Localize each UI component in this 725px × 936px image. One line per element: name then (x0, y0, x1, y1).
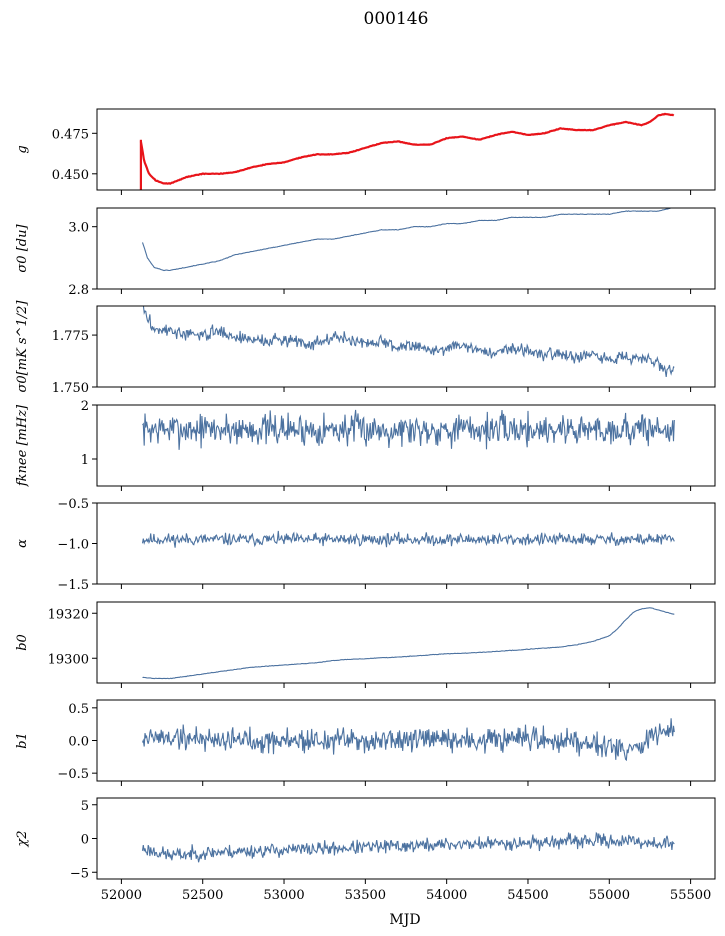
panel-sigma0: 2.8 3.0 σ0 [du] (15, 207, 716, 298)
x-tick-label: 54000 (426, 888, 467, 903)
series-line-fknee-0 (142, 409, 675, 450)
panel-chi2: −5 0 5 52000 52500 53000 53500 54000 54500 55000 5… (15, 797, 716, 903)
series-line-b0-0 (142, 607, 675, 680)
series-line-sigma0-0 (141, 208, 671, 272)
x-tick-label: 53000 (263, 888, 304, 903)
y-axis-label-b1: b1 (15, 732, 30, 749)
axes-frame (96, 305, 716, 388)
x-tick-label: 52500 (182, 888, 223, 903)
y-tick-label: −0.5 (57, 767, 89, 782)
y-axis-label-alpha: α (15, 539, 30, 548)
y-axis-label-sigma0: σ0 [du] (15, 224, 30, 273)
x-tick-label: 53500 (345, 888, 386, 903)
axes-frame (96, 404, 716, 487)
series-line-alpha-0 (141, 530, 675, 548)
y-tick-label: 2 (81, 399, 89, 414)
axes-frame (96, 108, 716, 191)
x-axis-label: MJD (389, 912, 420, 928)
series-line-g-0 (139, 112, 675, 185)
x-tick-label: 54500 (507, 888, 548, 903)
panel-b0: 19300 19320 b0 (15, 601, 716, 688)
panel-sigma0-temp: 1.750 1.775 σ0[mK s^1/2] (15, 300, 716, 396)
y-axis-label-g: g (15, 145, 30, 153)
axes-frame (96, 502, 716, 585)
y-tick-label: 1.775 (52, 329, 89, 344)
y-tick-label: 19300 (48, 652, 89, 667)
panel-alpha: −1.5 −1.0 −0.5 α (15, 497, 716, 593)
panel-fknee: 1 2 fknee [mHz] (15, 399, 716, 491)
y-tick-label: 0.450 (52, 168, 89, 183)
y-tick-label: 0.0 (68, 735, 89, 750)
axes-frame (96, 601, 716, 684)
series-line-b1-0 (141, 718, 675, 762)
y-tick-label: 2.8 (68, 283, 89, 298)
y-tick-label: 1.750 (52, 381, 89, 396)
y-axis-label-chi2: χ2 (15, 830, 30, 847)
y-tick-label: 1 (81, 453, 89, 468)
y-axis-label-sigma0-temp: σ0[mK s^1/2] (15, 300, 30, 393)
y-tick-label: 19320 (48, 607, 89, 622)
series-line-chi2-0 (141, 831, 675, 863)
panels-group: 0.450 0.475 g 2.8 3.0 σ0 [du] 1.750 1.775 σ0[mK … (15, 108, 716, 903)
panel-g: 0.450 0.475 g (15, 108, 716, 195)
y-tick-label: 0 (81, 833, 89, 848)
y-tick-label: 0.5 (68, 702, 89, 717)
y-tick-label: −5 (70, 866, 89, 881)
y-tick-label: −1.5 (57, 578, 89, 593)
y-tick-label: 5 (81, 799, 89, 814)
y-tick-label: −1.0 (57, 538, 89, 553)
y-tick-label: 0.475 (52, 127, 89, 142)
panel-b1: −0.5 0.0 0.5 b1 (15, 699, 716, 786)
series-line-sigma0-temp-0 (142, 306, 675, 377)
y-axis-label-b0: b0 (15, 634, 30, 651)
x-tick-label: 55500 (670, 888, 711, 903)
y-tick-label: −0.5 (57, 497, 89, 512)
y-axis-label-fknee: fknee [mHz] (15, 404, 30, 487)
axes-frame (96, 207, 716, 290)
x-tick-label: 52000 (101, 888, 142, 903)
x-tick-label: 55000 (589, 888, 630, 903)
y-tick-label: 3.0 (68, 221, 89, 236)
figure-title: 000146 (364, 9, 429, 29)
